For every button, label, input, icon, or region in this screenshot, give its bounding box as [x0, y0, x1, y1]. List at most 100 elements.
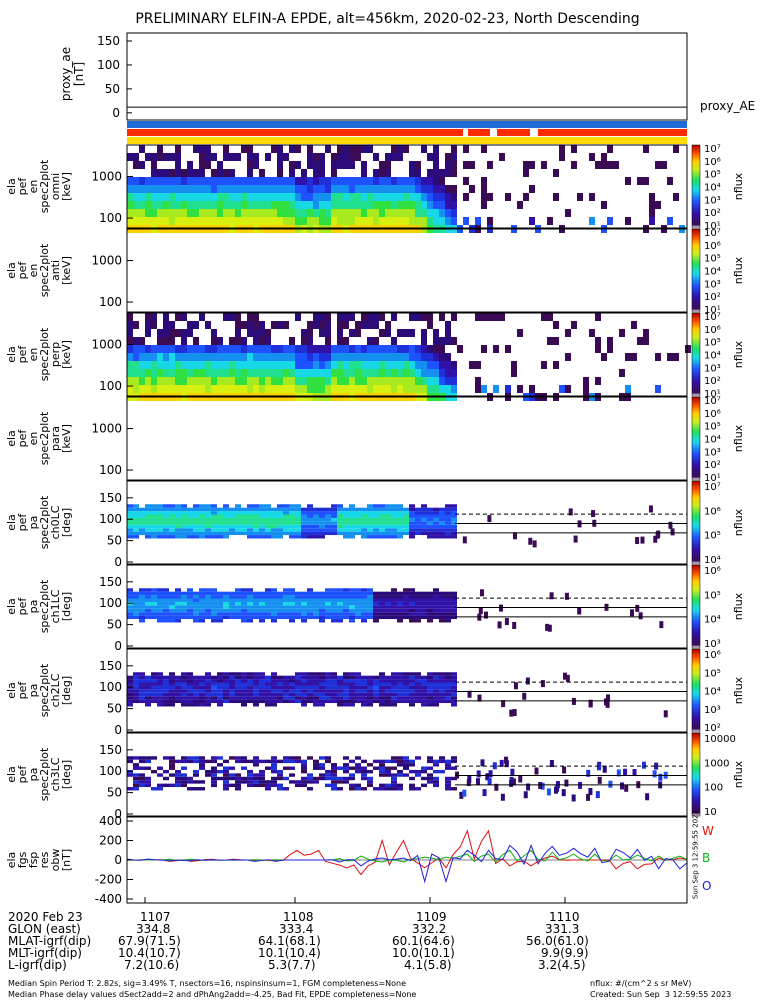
heatmap-cell [157, 521, 163, 525]
heatmap-cell [253, 605, 259, 609]
heatmap-cell [439, 337, 445, 345]
heatmap-cell [319, 524, 325, 529]
heatmap-cell [415, 773, 421, 777]
heatmap-cell [163, 185, 169, 193]
heatmap-cell [229, 783, 235, 788]
heatmap-cell [343, 598, 349, 602]
heatmap-cell [187, 511, 193, 515]
heatmap-cell [259, 699, 265, 704]
heatmap-cell [289, 504, 295, 508]
heatmap-cell [133, 615, 139, 620]
heatmap-cell [259, 209, 265, 217]
pa-tick-label: 0 [114, 555, 122, 569]
heatmap-cell [223, 689, 229, 693]
heatmap-cell [523, 169, 529, 177]
heatmap-cell [175, 685, 181, 690]
heatmap-cell [385, 169, 391, 177]
heatmap-cell [337, 696, 343, 700]
heatmap-cell [325, 601, 331, 606]
heatmap-cell [459, 791, 464, 799]
heatmap-cell [319, 776, 325, 781]
heatmap-cell [259, 692, 265, 697]
heatmap-cell [229, 591, 235, 596]
heatmap-cell [337, 217, 343, 225]
heatmap-cell [451, 787, 457, 791]
heatmap-cell [157, 588, 163, 592]
en-ylabel: omni [49, 173, 62, 200]
heatmap-cell [271, 511, 277, 515]
heatmap-cell [343, 699, 349, 704]
heatmap-cell [235, 756, 241, 760]
heatmap-cell [367, 145, 373, 153]
heatmap-cell [331, 685, 337, 690]
heatmap-cell [235, 193, 241, 201]
heatmap-cell [439, 313, 445, 321]
heatmap-cell [265, 612, 271, 616]
heatmap-cell [361, 531, 367, 536]
pa-ylabel: pef [16, 597, 29, 616]
heatmap-cell [421, 145, 427, 153]
heatmap-cell [409, 345, 415, 353]
heatmap-cell [367, 703, 373, 707]
heatmap-cell [223, 169, 229, 177]
heatmap-cell [367, 675, 373, 680]
colorbar-tick-label: 10⁵ [704, 668, 721, 679]
heatmap-cell [301, 598, 307, 602]
heatmap-cell [433, 507, 439, 512]
heatmap-cell [385, 682, 391, 686]
heatmap-cell [145, 517, 151, 522]
heatmap-cell [289, 535, 295, 539]
heatmap-cell [313, 598, 319, 602]
heatmap-cell [529, 161, 535, 169]
heatmap-cell [349, 209, 355, 217]
heatmap-cell [445, 353, 451, 361]
heatmap-cell [289, 588, 295, 592]
heatmap-cell [223, 699, 229, 704]
pa-tick-label: 50 [107, 786, 122, 800]
heatmap-cell [217, 345, 223, 353]
heatmap-cell [289, 595, 295, 599]
heatmap-cell [391, 511, 397, 515]
heatmap-cell [223, 787, 229, 791]
heatmap-cell [391, 682, 397, 686]
heatmap-cell [451, 692, 457, 697]
heatmap-cell [253, 756, 259, 760]
heatmap-cell [157, 595, 163, 599]
heatmap-cell [409, 787, 415, 791]
heatmap-cell [265, 511, 271, 515]
heatmap-cell [385, 511, 391, 515]
heatmap-cell [397, 209, 403, 217]
heatmap-cell [427, 313, 433, 321]
heatmap-cell [313, 185, 319, 193]
heatmap-cell [181, 369, 187, 377]
heatmap-cell [175, 679, 181, 683]
heatmap-cell [445, 759, 451, 764]
heatmap-cell [349, 773, 355, 777]
heatmap-cell [331, 769, 337, 774]
heatmap-cell [139, 591, 145, 596]
heatmap-cell [433, 601, 439, 606]
heatmap-cell [391, 517, 397, 522]
heatmap-cell [607, 145, 613, 153]
heatmap-cell [205, 612, 211, 616]
heatmap-cell [337, 145, 343, 153]
heatmap-cell [283, 193, 289, 201]
heatmap-cell [277, 145, 283, 153]
xrow3-val1: 10.1(10.4) [258, 946, 321, 960]
heatmap-cell [397, 177, 403, 185]
heatmap-cell [271, 177, 277, 185]
heatmap-cell [241, 776, 247, 781]
heatmap-cell [223, 345, 229, 353]
heatmap-cell [241, 619, 247, 623]
heatmap-cell [343, 345, 349, 353]
heatmap-cell [133, 763, 139, 767]
heatmap-cell [409, 619, 415, 623]
heatmap-cell [373, 601, 379, 606]
en-ylabel: para [49, 426, 62, 451]
heatmap-cell [385, 377, 391, 385]
heatmap-cell [157, 528, 163, 532]
heatmap-cell [271, 783, 277, 788]
heatmap-cell [409, 369, 415, 377]
heatmap-cell [451, 689, 457, 693]
heatmap-cell [259, 507, 265, 512]
